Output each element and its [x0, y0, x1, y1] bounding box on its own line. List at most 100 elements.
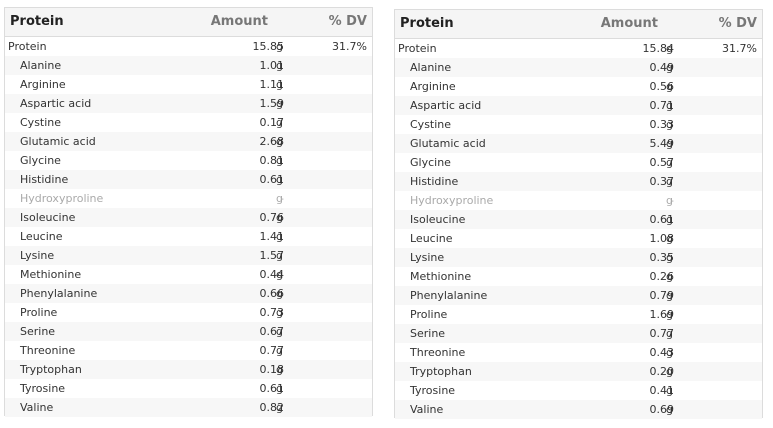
nutrient-name: Proline [410, 308, 448, 321]
table-row: Tyrosine 0.41 g [395, 381, 762, 400]
nutrient-unit: g [276, 97, 283, 110]
header-dv: % DV [718, 16, 757, 31]
nutrient-name: Threonine [410, 346, 466, 359]
table-row: Valine 0.82 g [5, 398, 372, 417]
nutrient-name: Glycine [410, 156, 451, 169]
table-row: Leucine 1.41 g [5, 227, 372, 246]
table-row: Cystine 0.17 g [5, 113, 372, 132]
table-row: Tyrosine 0.61 g [5, 379, 372, 398]
nutrient-amount: 0.79 [649, 289, 675, 302]
nutrient-amount: 1.57 [259, 249, 285, 262]
table-row: Protein 15.84 g 31.7% [395, 39, 762, 58]
table-row: Valine 0.69 g [395, 400, 762, 419]
nutrient-unit: g [276, 306, 283, 319]
nutrient-amount: 0.49 [649, 61, 675, 74]
nutrient-unit: g [276, 173, 283, 186]
nutrient-name: Tryptophan [20, 363, 82, 376]
nutrient-amount: 0.82 [259, 401, 285, 414]
nutrient-name: Cystine [20, 116, 62, 129]
nutrient-name: Leucine [410, 232, 453, 245]
nutrient-amount: 5.49 [649, 137, 675, 150]
nutrient-amount: 0.77 [649, 327, 675, 340]
nutrient-amount: 0.76 [259, 211, 285, 224]
nutrient-unit: g [666, 327, 673, 340]
nutrient-unit: g [666, 175, 673, 188]
table-row: Leucine 1.08 g [395, 229, 762, 248]
nutrient-unit: g [666, 156, 673, 169]
nutrient-amount: 0.33 [649, 118, 675, 131]
nutrient-name: Hydroxyproline [410, 194, 494, 207]
nutrient-name: Glycine [20, 154, 61, 167]
nutrient-unit: g [276, 401, 283, 414]
nutrient-amount: 1.01 [259, 59, 285, 72]
nutrient-amount: 15.84 [642, 42, 675, 55]
nutrient-amount: - [670, 194, 674, 207]
nutrient-name: Valine [410, 403, 444, 416]
table-body: Protein 15.85 g 31.7% Alanine 1.01 g Arginine 1.… [5, 37, 372, 417]
table-header: Protein Amount % DV [395, 10, 762, 39]
header-amount: Amount [600, 16, 658, 31]
table-row: Glycine 0.81 g [5, 151, 372, 170]
nutrient-amount: 0.35 [649, 251, 675, 264]
nutrient-amount: 2.68 [259, 135, 285, 148]
nutrient-amount: 0.26 [649, 270, 675, 283]
nutrient-unit: g [666, 270, 673, 283]
nutrient-amount: 0.44 [259, 268, 285, 281]
nutrient-unit: g [666, 99, 673, 112]
protein-table-right: Protein Amount % DV Protein 15.84 g 31.7% Al… [394, 9, 763, 419]
nutrient-amount: 0.43 [649, 346, 675, 359]
nutrient-name: Hydroxyproline [20, 192, 104, 205]
table-row: Histidine 0.37 g [395, 172, 762, 191]
table-row: Proline 0.73 g [5, 303, 372, 322]
nutrient-name: Glutamic acid [20, 135, 96, 148]
table-header: Protein Amount % DV [5, 8, 372, 37]
nutrient-unit: g [276, 268, 283, 281]
nutrient-unit: g [666, 346, 673, 359]
nutrient-name: Protein [398, 42, 437, 55]
table-row: Hydroxyproline - g [5, 189, 372, 208]
nutrient-amount: 1.41 [259, 230, 285, 243]
nutrient-unit: g [276, 363, 283, 376]
table-row: Arginine 0.56 g [395, 77, 762, 96]
nutrient-name: Cystine [410, 118, 452, 131]
nutrient-amount: 0.71 [649, 99, 675, 112]
nutrient-amount: - [280, 192, 284, 205]
table-body: Protein 15.84 g 31.7% Alanine 0.49 g Arginine 0.… [395, 39, 762, 419]
nutrient-unit: g [666, 61, 673, 74]
table-row: Serine 0.67 g [5, 322, 372, 341]
nutrient-name: Serine [20, 325, 56, 338]
table-row: Lysine 1.57 g [5, 246, 372, 265]
table-row: Aspartic acid 0.71 g [395, 96, 762, 115]
table-row: Tryptophan 0.18 g [5, 360, 372, 379]
nutrient-name: Tyrosine [410, 384, 456, 397]
table-row: Lysine 0.35 g [395, 248, 762, 267]
nutrient-unit: g [666, 213, 673, 226]
nutrient-unit: g [276, 249, 283, 262]
nutrient-amount: 0.67 [259, 325, 285, 338]
nutrient-name: Methionine [410, 270, 472, 283]
nutrient-unit: g [276, 325, 283, 338]
table-row: Serine 0.77 g [395, 324, 762, 343]
table-row: Threonine 0.43 g [395, 343, 762, 362]
nutrient-dv: 31.7% [722, 42, 757, 55]
nutrient-name: Histidine [20, 173, 69, 186]
nutrient-unit: g [276, 192, 283, 205]
nutrient-name: Protein [8, 40, 47, 53]
nutrient-unit: g [666, 384, 673, 397]
nutrient-unit: g [666, 403, 673, 416]
nutrient-unit: g [666, 232, 673, 245]
table-row: Histidine 0.61 g [5, 170, 372, 189]
nutrient-unit: g [276, 230, 283, 243]
nutrient-unit: g [276, 344, 283, 357]
nutrient-amount: 1.11 [259, 78, 285, 91]
table-row: Alanine 0.49 g [395, 58, 762, 77]
nutrient-unit: g [276, 287, 283, 300]
nutrient-unit: g [666, 80, 673, 93]
table-row: Arginine 1.11 g [5, 75, 372, 94]
nutrient-unit: g [276, 78, 283, 91]
nutrient-name: Valine [20, 401, 54, 414]
header-dv: % DV [328, 14, 367, 29]
nutrient-unit: g [276, 135, 283, 148]
nutrient-unit: g [276, 40, 283, 53]
nutrient-amount: 0.20 [649, 365, 675, 378]
